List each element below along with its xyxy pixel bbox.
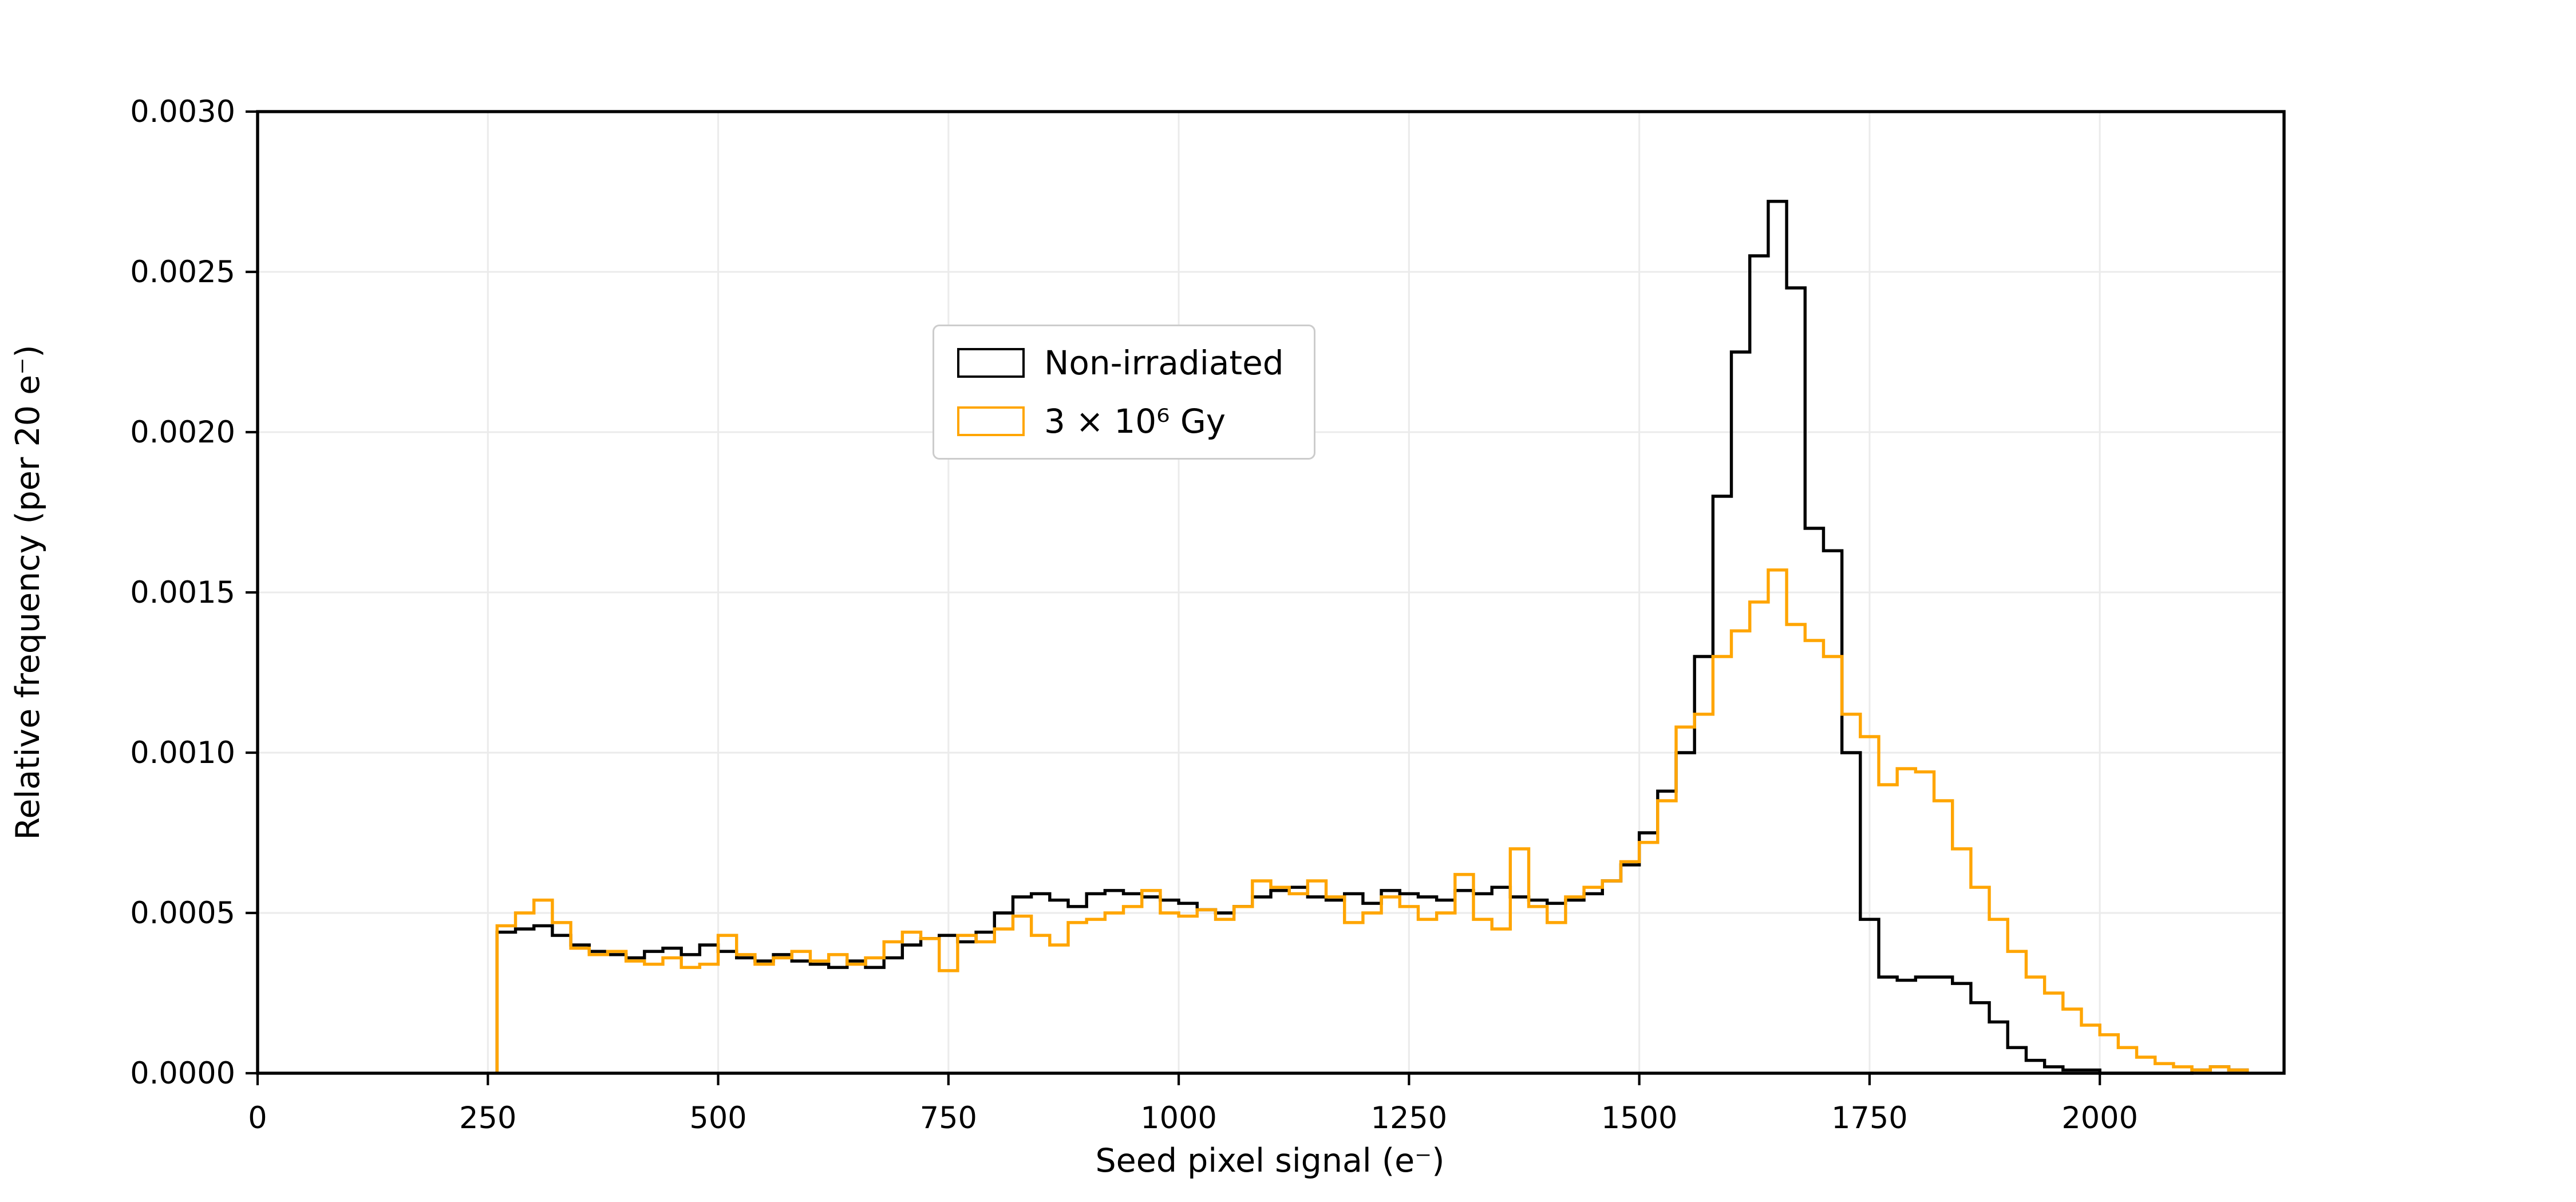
legend-swatch-icon — [957, 406, 1025, 436]
x-axis-label: Seed pixel signal (e⁻) — [1095, 1142, 1445, 1180]
y-tick-label: 0.0015 — [130, 575, 235, 610]
y-tick-label: 0.0000 — [130, 1056, 235, 1091]
legend-swatch-icon — [957, 348, 1025, 378]
legend-label: Non-irradiated — [1044, 343, 1284, 382]
x-tick-label: 500 — [689, 1101, 746, 1136]
legend-item: 3 × 10⁶ Gy — [957, 402, 1284, 441]
series-non-irradiated — [495, 200, 2249, 1075]
series-3-10-gy — [495, 568, 2249, 1073]
x-tick-label: 2000 — [2061, 1101, 2138, 1136]
y-tick-label: 0.0010 — [130, 736, 235, 770]
x-tick-label: 1500 — [1601, 1101, 1678, 1136]
y-tick-label: 0.0025 — [130, 255, 235, 290]
x-tick-label: 250 — [459, 1101, 516, 1136]
x-tick-label: 1250 — [1371, 1101, 1448, 1136]
y-tick-label: 0.0030 — [130, 94, 235, 129]
x-tick-label: 1000 — [1140, 1101, 1217, 1136]
legend-label: 3 × 10⁶ Gy — [1044, 402, 1226, 441]
y-tick-label: 0.0020 — [130, 415, 235, 450]
x-tick-label: 750 — [920, 1101, 977, 1136]
x-tick-label: 0 — [248, 1101, 267, 1136]
y-axis-label: Relative frequency (per 20 e⁻) — [9, 345, 47, 840]
y-tick-label: 0.0005 — [130, 896, 235, 931]
legend-item: Non-irradiated — [957, 343, 1284, 382]
x-tick-label: 1750 — [1831, 1101, 1908, 1136]
legend: Non-irradiated 3 × 10⁶ Gy — [933, 325, 1315, 460]
